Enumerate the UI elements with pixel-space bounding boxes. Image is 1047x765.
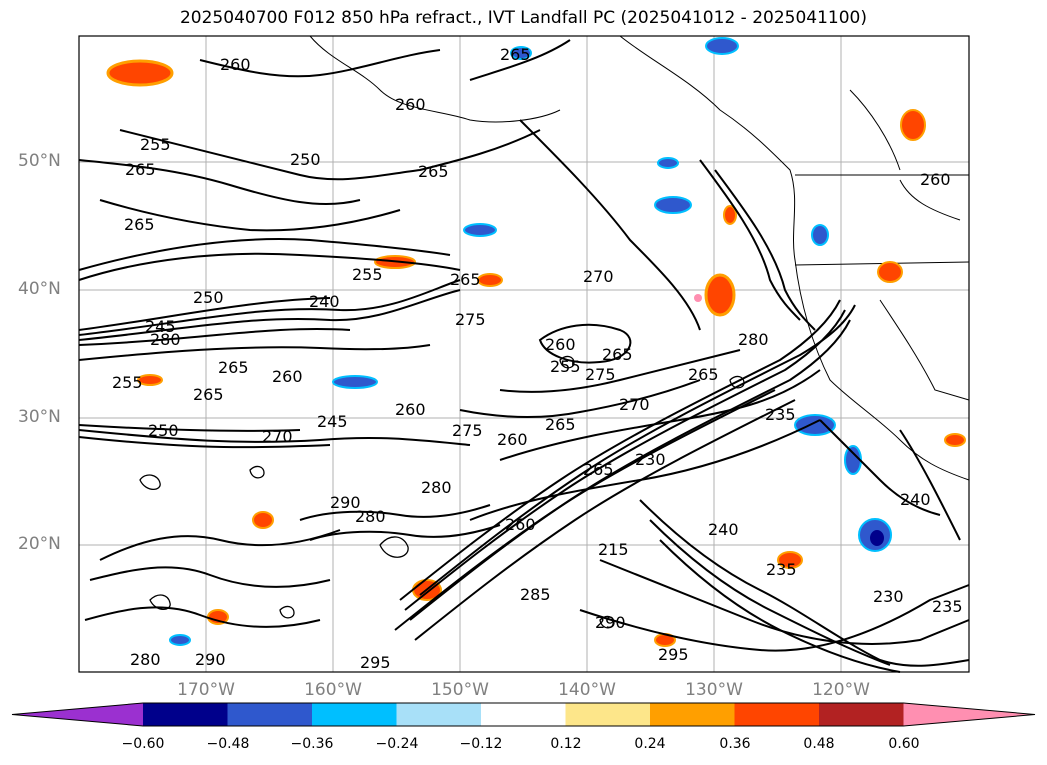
colorbar-tick: −0.12 xyxy=(459,736,503,752)
map-frame xyxy=(78,35,970,673)
contour-label: 295 xyxy=(360,653,391,672)
lon-label-150w: 150°W xyxy=(431,680,489,700)
colorbar xyxy=(11,702,1036,727)
contour-label: 275 xyxy=(585,365,616,384)
contour-label: 265 xyxy=(450,270,481,289)
colorbar-extend-max xyxy=(903,703,1035,726)
contour-label: 275 xyxy=(455,310,486,329)
contour-label: 275 xyxy=(452,421,483,440)
contour-label: 235 xyxy=(765,405,796,424)
lon-label-120w: 120°W xyxy=(812,680,870,700)
lon-label-160w: 160°W xyxy=(304,680,362,700)
colorbar-tick: −0.48 xyxy=(206,736,250,752)
contour-label: 270 xyxy=(583,267,614,286)
contour-label: 260 xyxy=(545,335,576,354)
contour-label: 280 xyxy=(130,650,161,669)
contour-label: 260 xyxy=(497,430,528,449)
contour-label: 260 xyxy=(920,170,951,189)
contour-label: 265 xyxy=(124,215,155,234)
contour-label: 245 xyxy=(317,412,348,431)
colorbar-segment xyxy=(312,703,397,726)
colorbar-tick: 0.24 xyxy=(634,736,666,752)
anomaly-fills xyxy=(106,37,966,647)
contour-label: 260 xyxy=(220,55,251,74)
contour-label: 255 xyxy=(112,373,143,392)
colorbar-tick: 0.48 xyxy=(803,736,835,752)
contour-label: 250 xyxy=(148,421,179,440)
colorbar-segment xyxy=(734,703,820,726)
colorbar-extend-min xyxy=(12,703,143,726)
contour-label: 265 xyxy=(418,162,449,181)
contour-label: 290 xyxy=(595,613,626,632)
contour-label: 250 xyxy=(193,288,224,307)
contour-label: 235 xyxy=(766,560,797,579)
lon-label-130w: 130°W xyxy=(685,680,743,700)
contour-label: 280 xyxy=(355,507,386,526)
contour-ticks xyxy=(139,355,745,629)
contour-label: 240 xyxy=(309,292,340,311)
contour-label: 240 xyxy=(900,490,931,509)
lat-label-30n: 30°N xyxy=(18,407,61,427)
contour-label: 215 xyxy=(598,540,629,559)
contour-label: 280 xyxy=(421,478,452,497)
ivt-contours xyxy=(78,39,970,673)
colorbar-segment xyxy=(565,703,651,726)
colorbar-segment xyxy=(143,703,228,726)
contour-label: 265 xyxy=(602,345,633,364)
contour-label: 295 xyxy=(658,645,689,664)
contour-label: 265 xyxy=(125,160,156,179)
contour-label: 265 xyxy=(193,385,224,404)
contour-label: 260 xyxy=(505,515,536,534)
map-title: 2025040700 F012 850 hPa refract., IVT La… xyxy=(179,8,867,28)
contour-label: 250 xyxy=(290,150,321,169)
colorbar-tick: −0.24 xyxy=(375,736,419,752)
colorbar-tick: −0.36 xyxy=(290,736,334,752)
contour-label: 230 xyxy=(873,587,904,606)
contour-label: 270 xyxy=(619,395,650,414)
colorbar-tick: 0.12 xyxy=(550,736,582,752)
contour-label: 280 xyxy=(150,330,181,349)
lon-label-140w: 140°W xyxy=(558,680,616,700)
colorbar-tick: 0.60 xyxy=(888,736,920,752)
contour-label: 255 xyxy=(550,357,581,376)
lat-label-40n: 40°N xyxy=(18,279,61,299)
contour-label: 285 xyxy=(520,585,551,604)
contour-label: 265 xyxy=(688,365,719,384)
contour-label: 270 xyxy=(262,427,293,446)
contour-label: 290 xyxy=(330,493,361,512)
lon-label-170w: 170°W xyxy=(177,680,235,700)
contour-label: 245 xyxy=(145,317,176,336)
contour-label: 255 xyxy=(140,135,171,154)
colorbar-outline xyxy=(11,702,1036,727)
contour-label: 290 xyxy=(195,650,226,669)
colorbar-segment xyxy=(650,703,735,726)
lat-label-50n: 50°N xyxy=(18,151,61,171)
contour-label: 230 xyxy=(635,450,666,469)
contour-label: 255 xyxy=(352,265,383,284)
map-background xyxy=(79,36,969,672)
colorbar-segment xyxy=(396,703,482,726)
contour-labels: 260 265 255 260 250 265 265 265 255 250 … xyxy=(112,45,963,672)
contour-label: 260 xyxy=(272,367,303,386)
contour-label: 265 xyxy=(545,415,576,434)
contour-label: 265 xyxy=(583,460,614,479)
contour-label: 280 xyxy=(738,330,769,349)
graticule xyxy=(79,36,969,672)
contour-label: 260 xyxy=(395,95,426,114)
colorbar-tick: 0.36 xyxy=(719,736,751,752)
lat-label-20n: 20°N xyxy=(18,534,61,554)
colorbar-tick: −0.60 xyxy=(121,736,165,752)
contour-label: 260 xyxy=(395,400,426,419)
colorbar-segment xyxy=(481,703,566,726)
contour-label: 240 xyxy=(708,520,739,539)
colorbar-segment xyxy=(227,703,313,726)
contour-label: 235 xyxy=(932,597,963,616)
colorbar-segment xyxy=(819,703,904,726)
contour-label: 265 xyxy=(218,358,249,377)
contour-label: 265 xyxy=(500,45,531,64)
